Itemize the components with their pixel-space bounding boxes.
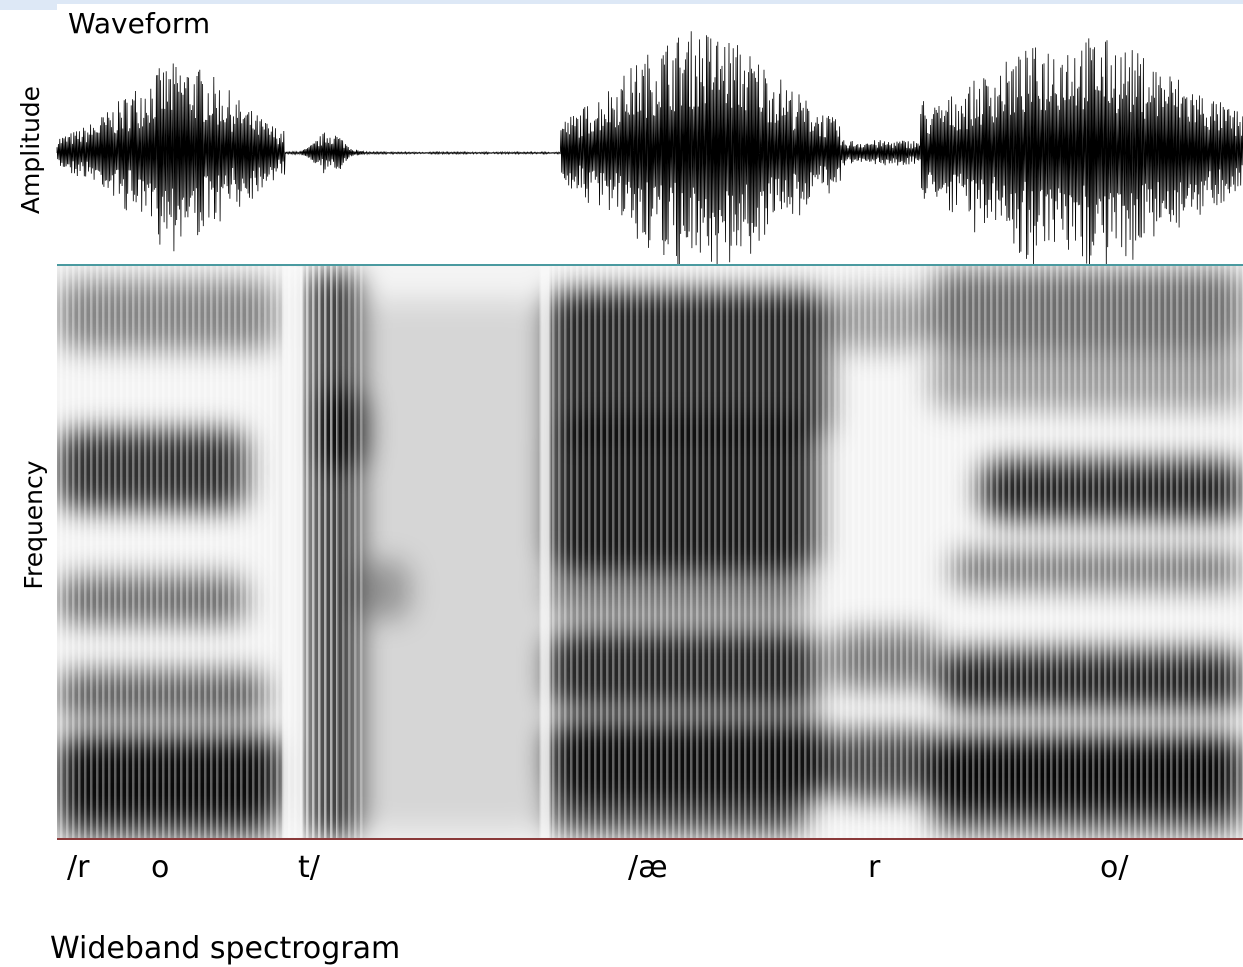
bottom-line	[57, 838, 1243, 840]
divider-line	[57, 264, 1243, 266]
silence-gap	[283, 266, 303, 839]
segment-label: t/	[298, 850, 321, 885]
amplitude-label: Amplitude	[16, 86, 45, 214]
stripe-region	[548, 266, 1243, 839]
onset-gap	[540, 266, 550, 839]
segment-label: o/	[1100, 850, 1129, 885]
formant-blob	[360, 300, 545, 830]
segment-label: r	[868, 850, 881, 885]
frequency-label: Frequency	[19, 460, 48, 589]
segment-label: /r	[67, 850, 90, 885]
waveform	[56, 31, 1243, 278]
glottal-stripes	[57, 266, 1243, 839]
stripe-region	[305, 266, 365, 839]
waveform-title: Waveform	[68, 7, 210, 40]
caption: Wideband spectrogram	[50, 931, 400, 966]
top-bar	[0, 0, 1243, 4]
corner-block	[0, 0, 57, 10]
waveform-trace	[56, 31, 1243, 278]
segment-label: /æ	[628, 850, 668, 885]
spectrogram	[57, 266, 1243, 839]
segment-label: o	[151, 850, 169, 885]
